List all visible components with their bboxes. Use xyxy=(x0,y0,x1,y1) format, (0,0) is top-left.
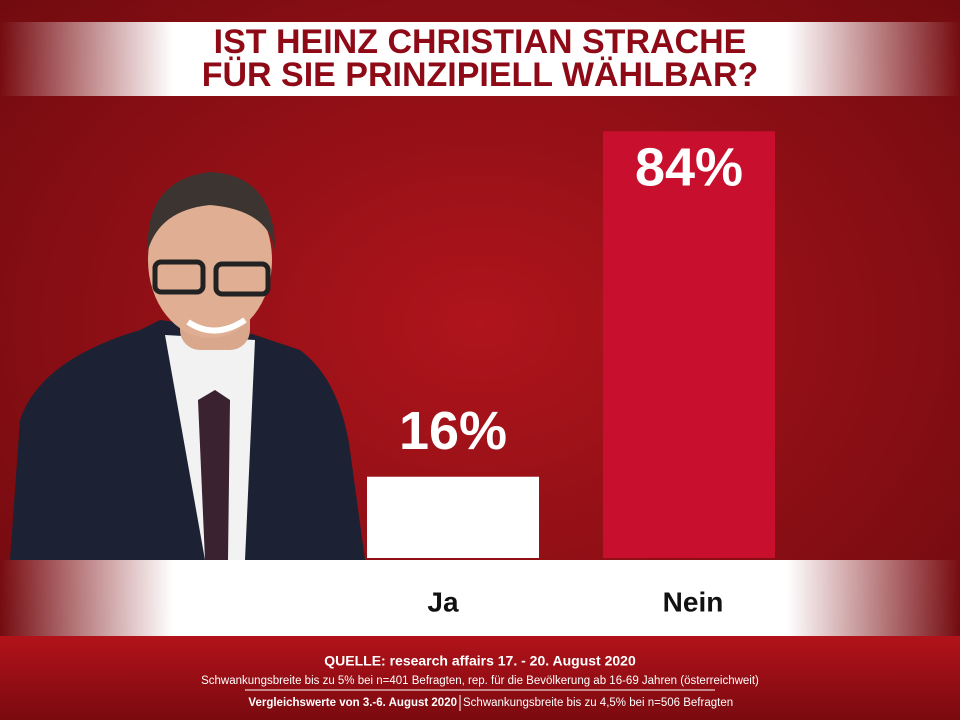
portrait xyxy=(10,172,365,560)
comparison-note: Schwankungsbreite bis zu 4,5% bei n=506 … xyxy=(463,697,733,709)
value-label: 16% xyxy=(399,401,507,461)
title-band xyxy=(0,22,960,96)
category-label: Ja xyxy=(427,586,459,617)
source-note: Schwankungsbreite bis zu 5% bei n=401 Be… xyxy=(201,675,759,687)
category-label: Nein xyxy=(663,586,724,617)
source: QUELLE: research affairs 17. - 20. Augus… xyxy=(324,653,636,669)
comparison: Vergleichswerte von 3.-6. August 2020 xyxy=(248,697,457,709)
category-band xyxy=(0,560,960,636)
bar xyxy=(367,476,539,558)
title-line: FÜR SIE PRINZIPIELL WÄHLBAR? xyxy=(202,56,759,94)
footer xyxy=(0,636,960,720)
bar xyxy=(603,131,775,558)
value-label: 84% xyxy=(635,138,743,198)
title-line: IST HEINZ CHRISTIAN STRACHE xyxy=(214,23,747,61)
